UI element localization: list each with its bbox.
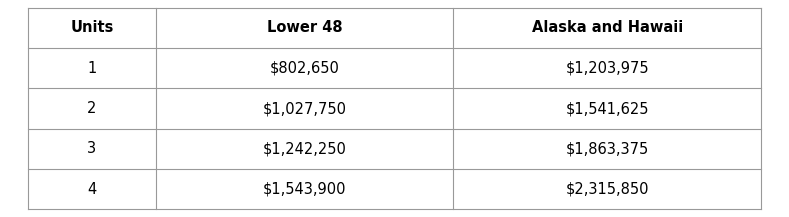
Text: $1,541,625: $1,541,625	[566, 101, 649, 116]
Text: 3: 3	[88, 141, 96, 156]
Text: 4: 4	[88, 182, 96, 197]
Text: 2: 2	[87, 101, 96, 116]
Text: Units: Units	[70, 20, 114, 35]
Text: $2,315,850: $2,315,850	[566, 182, 649, 197]
Text: $1,027,750: $1,027,750	[263, 101, 346, 116]
Text: $1,863,375: $1,863,375	[566, 141, 649, 156]
Text: Lower 48: Lower 48	[267, 20, 342, 35]
Text: $1,543,900: $1,543,900	[263, 182, 346, 197]
Text: $802,650: $802,650	[270, 61, 339, 76]
Text: 1: 1	[88, 61, 96, 76]
Text: $1,203,975: $1,203,975	[566, 61, 649, 76]
Text: Alaska and Hawaii: Alaska and Hawaii	[532, 20, 683, 35]
Text: $1,242,250: $1,242,250	[263, 141, 346, 156]
